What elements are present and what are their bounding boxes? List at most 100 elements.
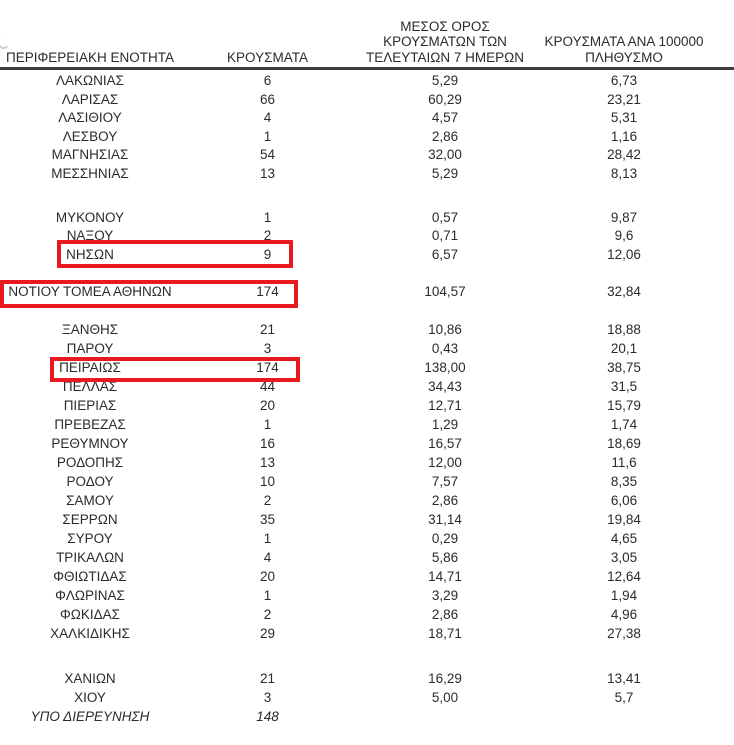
table-row: ΝΟΤΙΟΥ ΤΟΜΕΑ ΑΘΗΝΩΝ 174 104,57 32,84 xyxy=(0,283,734,302)
cell-cases: 3 xyxy=(263,690,272,706)
cell-7day-average: 18,71 xyxy=(428,626,462,642)
cell-7day-average: 104,57 xyxy=(424,283,466,299)
cell-cases: 66 xyxy=(259,91,276,107)
cell-cases: 9 xyxy=(263,246,272,262)
cell-7day-average: 3,29 xyxy=(431,588,459,604)
cell-7day-average: 32,00 xyxy=(428,147,462,163)
cell-per-100000: 12,64 xyxy=(607,569,641,585)
cell-7day-average: 138,00 xyxy=(424,360,466,376)
cell-7day-average: 2,86 xyxy=(431,493,459,509)
table-row: ΛΑΣΙΘΙΟΥ 4 4,57 5,31 xyxy=(0,109,734,128)
cell-region-name: ΡΕΘΥΜΝΟΥ xyxy=(51,436,129,452)
table-row: ΞΑΝΘΗΣ 21 10,86 18,88 xyxy=(0,320,734,339)
cell-cases: 174 xyxy=(256,360,279,376)
cell-per-100000: 1,94 xyxy=(610,588,638,604)
cell-per-100000: 3,05 xyxy=(610,550,638,566)
cell-7day-average: 12,00 xyxy=(428,455,462,471)
cell-7day-average: 0,43 xyxy=(431,341,459,357)
cell-cases: 35 xyxy=(259,512,276,528)
cell-cases: 3 xyxy=(263,341,272,357)
cell-7day-average: 60,29 xyxy=(428,91,462,107)
cell-per-100000: 18,88 xyxy=(607,322,641,338)
row-spacer xyxy=(0,184,734,209)
cell-region-name: ΠΕΛΛΑΣ xyxy=(62,379,118,395)
table-row: ΛΑΚΩΝΙΑΣ 6 5,29 6,73 xyxy=(0,72,734,91)
column-header-regional-unit: ΠΕΡΙΦΕΡΕΙΑΚΗ ΕΝΟΤΗΤΑ xyxy=(5,49,175,65)
cell-region-name: ΛΕΣΒΟΥ xyxy=(62,128,118,144)
table-row: ΡΕΘΥΜΝΟΥ 16 16,57 18,69 xyxy=(0,434,734,453)
table-row: ΠΕΙΡΑΙΩΣ 174 138,00 38,75 xyxy=(0,358,734,377)
cell-cases: 6 xyxy=(263,73,272,88)
cell-region-name: ΡΟΔΟΥ xyxy=(66,474,114,490)
cell-per-100000: 6,73 xyxy=(610,73,638,88)
cell-region-name: ΛΑΣΙΘΙΟΥ xyxy=(58,110,122,126)
cell-7day-average: 2,86 xyxy=(431,607,459,623)
cell-per-100000: 28,42 xyxy=(607,147,641,163)
row-spacer xyxy=(0,643,734,669)
column-header-cases-per-100000: ΚΡΟΥΣΜΑΤΑ ΑΝΑ 100000 ΠΛΗΘΥΣΜΟ xyxy=(544,34,704,65)
cell-cases: 29 xyxy=(259,626,276,642)
cell-cases: 44 xyxy=(259,379,276,395)
cell-region-name: ΧΑΛΚΙΔΙΚΗΣ xyxy=(50,626,130,642)
cell-7day-average: 7,57 xyxy=(431,474,459,490)
cell-per-100000: 18,69 xyxy=(607,436,641,452)
cell-region-name: ΝΑΞΟΥ xyxy=(66,228,114,244)
cell-per-100000: 6,06 xyxy=(610,493,638,509)
cell-per-100000: 11,6 xyxy=(611,455,637,471)
cell-region-name: ΛΑΚΩΝΙΑΣ xyxy=(56,73,124,88)
cell-7day-average: 34,43 xyxy=(428,379,462,395)
cell-region-name: ΣΕΡΡΩΝ xyxy=(62,512,118,528)
cell-7day-average: 16,29 xyxy=(428,671,462,687)
cell-7day-average: 10,86 xyxy=(428,322,462,338)
cell-cases: 2 xyxy=(263,607,272,623)
cell-per-100000: 13,41 xyxy=(607,671,641,687)
table-row: ΜΥΚΟΝΟΥ 1 0,57 9,87 xyxy=(0,209,734,228)
cell-cases: 148 xyxy=(256,709,279,725)
cell-per-100000: 31,5 xyxy=(610,379,638,395)
highlight-box-notiou-tomea-athinon xyxy=(0,280,298,308)
table-row: ΦΛΩΡΙΝΑΣ 1 3,29 1,94 xyxy=(0,586,734,605)
cell-per-100000: 9,87 xyxy=(610,209,638,225)
cell-cases: 2 xyxy=(263,228,272,244)
cell-cases: 2 xyxy=(263,493,272,509)
cell-region-name: ΝΟΤΙΟΥ ΤΟΜΕΑ ΑΘΗΝΩΝ xyxy=(8,283,172,299)
cell-7day-average: 12,71 xyxy=(428,398,462,414)
table-row: ΦΘΙΩΤΙΔΑΣ 20 14,71 12,64 xyxy=(0,567,734,586)
cell-region-name: ΝΗΣΩΝ xyxy=(66,246,114,262)
cell-7day-average: 31,14 xyxy=(428,512,462,528)
cell-7day-average: 0,57 xyxy=(431,209,459,225)
cell-region-name: ΛΑΡΙΣΑΣ xyxy=(61,91,119,107)
table-row: ΝΑΞΟΥ 2 0,71 9,6 xyxy=(0,227,734,246)
cell-region-name: ΜΥΚΟΝΟΥ xyxy=(55,209,125,225)
cell-cases: 13 xyxy=(259,455,276,471)
cell-region-name: ΧΑΝΙΩΝ xyxy=(64,671,116,687)
cell-region-name: ΣΑΜΟΥ xyxy=(66,493,114,509)
cell-7day-average: 1,29 xyxy=(431,417,459,433)
table-row: ΣΕΡΡΩΝ 35 31,14 19,84 xyxy=(0,510,734,529)
highlight-box-peiraios xyxy=(50,357,300,382)
table-row: ΛΑΡΙΣΑΣ 66 60,29 23,21 xyxy=(0,91,734,110)
cell-cases: 20 xyxy=(259,569,276,585)
cell-cases: 4 xyxy=(263,110,272,126)
highlight-box-nison xyxy=(57,240,293,268)
cell-per-100000: 15,79 xyxy=(607,398,641,414)
cell-7day-average: 14,71 xyxy=(428,569,462,585)
cell-region-name: ΦΛΩΡΙΝΑΣ xyxy=(55,588,125,604)
cell-region-name: ΣΥΡΟΥ xyxy=(67,531,113,547)
table-header: ΠΕΡΙΦΕΡΕΙΑΚΗ ΕΝΟΤΗΤΑ ΚΡΟΥΣΜΑΤΑ ΜΕΣΟΣ ΟΡΟ… xyxy=(0,0,734,70)
cell-per-100000: 9,6 xyxy=(614,228,634,244)
cell-cases: 21 xyxy=(259,322,276,338)
cell-per-100000: 12,06 xyxy=(607,246,641,262)
cell-cases: 1 xyxy=(263,588,272,604)
table-body: ΛΑΚΩΝΙΑΣ 6 5,29 6,73 ΛΑΡΙΣΑΣ 66 60,29 23,21 ΛΑΣΙ… xyxy=(0,72,734,726)
table-row: ΡΟΔΟΠΗΣ 13 12,00 11,6 xyxy=(0,453,734,472)
cell-7day-average: 4,57 xyxy=(431,110,459,126)
cell-region-name: ΞΑΝΘΗΣ xyxy=(61,322,119,338)
table-row: ΧΙΟΥ 3 5,00 5,7 xyxy=(0,688,734,707)
cell-per-100000: 1,16 xyxy=(610,128,638,144)
cell-cases: 1 xyxy=(263,128,272,144)
cell-cases: 174 xyxy=(256,283,279,299)
cell-per-100000: 20,1 xyxy=(610,341,638,357)
cell-per-100000: 1,74 xyxy=(610,417,638,433)
